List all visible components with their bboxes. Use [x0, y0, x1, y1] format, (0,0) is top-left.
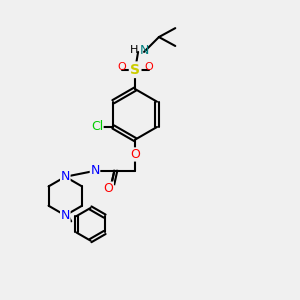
Text: N: N — [61, 170, 70, 183]
Text: H: H — [130, 45, 138, 56]
Text: Cl: Cl — [91, 121, 103, 134]
Text: O: O — [117, 62, 126, 72]
Text: N: N — [140, 44, 149, 57]
Text: N: N — [90, 164, 100, 177]
Text: O: O — [103, 182, 113, 195]
Text: S: S — [130, 63, 140, 77]
Text: O: O — [130, 148, 140, 161]
Text: O: O — [144, 62, 153, 72]
Text: N: N — [61, 209, 70, 222]
